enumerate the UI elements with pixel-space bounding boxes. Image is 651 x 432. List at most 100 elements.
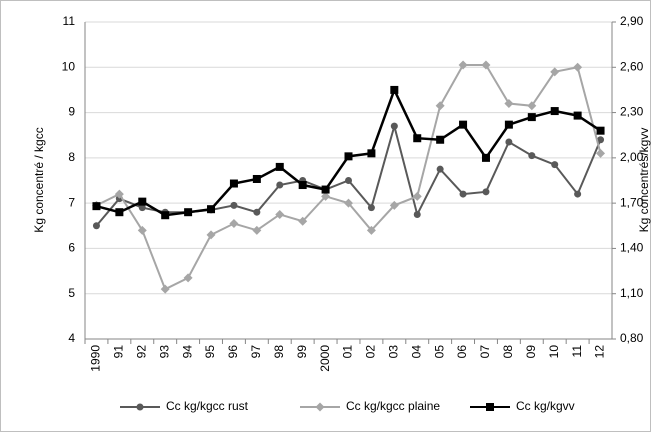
- marker: [366, 225, 376, 235]
- marker: [574, 190, 582, 198]
- marker: [596, 126, 605, 135]
- marker: [252, 225, 262, 235]
- y-tick-label: 7: [68, 195, 75, 209]
- marker: [229, 179, 238, 188]
- x-tick-label: 06: [455, 345, 469, 359]
- marker: [367, 149, 376, 158]
- x-tick-label: 97: [249, 345, 263, 359]
- x-tick-label: 11: [570, 345, 584, 358]
- marker: [597, 136, 605, 144]
- marker: [115, 208, 124, 217]
- marker: [459, 190, 467, 198]
- y2-tick-label: 2,00: [620, 150, 644, 164]
- y2-tick-label: 0,80: [620, 331, 644, 345]
- marker: [92, 202, 101, 211]
- marker: [344, 152, 353, 161]
- marker: [321, 185, 330, 194]
- x-tick-label: 08: [501, 345, 515, 359]
- marker: [435, 101, 445, 111]
- marker: [528, 152, 536, 160]
- marker: [482, 188, 490, 196]
- x-tick-label: 12: [593, 345, 607, 359]
- marker: [252, 174, 261, 183]
- legend-label: Cc kg/kgcc plaine: [346, 399, 440, 413]
- marker: [183, 273, 193, 283]
- marker: [136, 403, 144, 411]
- y-tick-label: 5: [68, 286, 75, 300]
- y2-tick-label: 2,30: [620, 105, 644, 119]
- x-tick-label: 93: [157, 345, 171, 359]
- marker: [550, 107, 559, 116]
- marker: [367, 204, 375, 212]
- marker: [481, 153, 490, 162]
- y-tick-label: 8: [68, 150, 75, 164]
- marker: [160, 284, 170, 294]
- marker: [315, 402, 325, 412]
- y2-axis-title: Kg concentrés/kgvv: [637, 128, 651, 233]
- marker: [161, 211, 170, 220]
- marker: [344, 198, 353, 208]
- x-tick-label: 95: [203, 345, 217, 359]
- marker: [436, 165, 444, 173]
- marker: [527, 101, 537, 111]
- marker: [345, 177, 352, 184]
- y-axis-title: Kg concentré / kgcc: [32, 127, 46, 232]
- marker: [390, 85, 399, 94]
- y2-tick-label: 1,10: [620, 286, 644, 300]
- y2-tick-label: 2,90: [620, 14, 644, 28]
- marker: [229, 219, 239, 229]
- marker: [596, 148, 606, 158]
- marker: [550, 67, 560, 77]
- marker: [230, 201, 238, 209]
- x-tick-label: 05: [432, 345, 446, 359]
- x-tick-label: 04: [409, 345, 423, 359]
- marker: [573, 62, 583, 72]
- marker: [481, 60, 491, 70]
- x-tick-label: 09: [524, 345, 538, 359]
- x-tick-label: 99: [295, 345, 309, 359]
- marker: [114, 189, 124, 199]
- legend-label: Cc kg/kgcc rust: [166, 399, 249, 413]
- x-tick-label: 91: [112, 345, 126, 359]
- marker: [92, 222, 100, 230]
- marker: [390, 122, 398, 130]
- x-tick-label: 03: [386, 345, 400, 359]
- marker: [321, 191, 331, 201]
- x-tick-label: 96: [226, 345, 240, 359]
- marker: [412, 191, 422, 201]
- x-tick-label: 01: [341, 345, 355, 359]
- x-tick-label: 94: [180, 345, 194, 359]
- marker: [459, 120, 468, 129]
- marker: [275, 209, 285, 219]
- x-tick-label: 1990: [89, 345, 103, 372]
- marker: [275, 162, 284, 171]
- y2-tick-label: 1,70: [620, 195, 644, 209]
- marker: [573, 111, 582, 120]
- marker: [138, 204, 146, 212]
- x-tick-label: 02: [364, 345, 378, 359]
- marker: [413, 134, 422, 143]
- marker: [436, 135, 445, 144]
- y-tick-label: 11: [63, 14, 76, 28]
- y-tick-label: 6: [68, 241, 75, 255]
- marker: [504, 120, 513, 129]
- y-tick-label: 4: [68, 331, 75, 345]
- marker: [486, 403, 494, 411]
- y-tick-label: 9: [68, 105, 75, 119]
- x-tick-label: 10: [547, 345, 561, 359]
- marker: [276, 181, 284, 189]
- marker: [137, 225, 147, 235]
- marker: [138, 197, 147, 206]
- marker: [298, 216, 308, 226]
- marker: [184, 208, 193, 217]
- marker: [458, 60, 468, 70]
- marker: [504, 99, 514, 109]
- y2-tick-label: 2,60: [620, 59, 644, 73]
- x-tick-label: 2000: [318, 345, 332, 372]
- y2-tick-label: 1,40: [620, 241, 644, 255]
- marker: [505, 138, 513, 146]
- marker: [206, 230, 216, 240]
- marker: [413, 210, 421, 218]
- marker: [389, 200, 399, 210]
- marker: [207, 205, 216, 214]
